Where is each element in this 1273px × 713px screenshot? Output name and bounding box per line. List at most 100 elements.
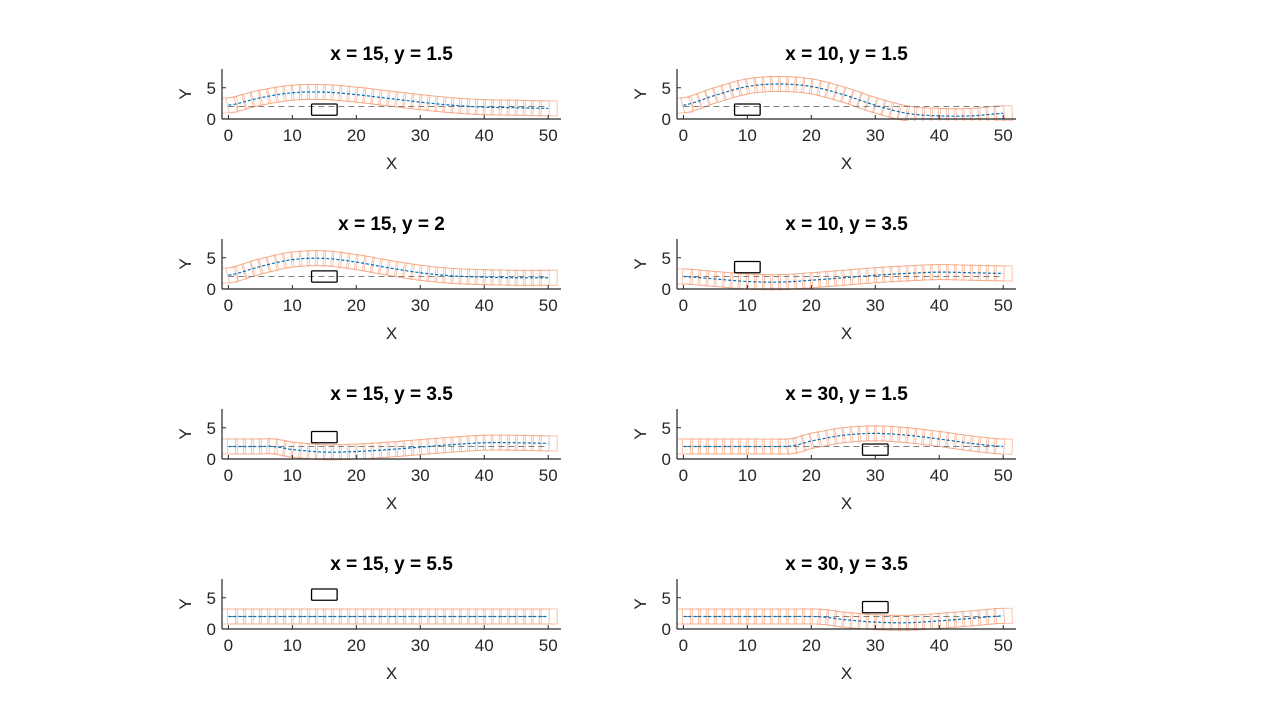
vehicle-footprint	[704, 84, 727, 106]
x-tick-label: 10	[283, 296, 302, 315]
x-tick-label: 20	[802, 636, 821, 655]
x-tick-label: 50	[994, 296, 1013, 315]
x-axis-label: X	[386, 324, 397, 343]
y-tick-label: 0	[207, 450, 216, 469]
vehicle-path	[683, 83, 1004, 117]
subplot-7: x = 15, y = 5.5 0 10 20 30 40 50 0 5 X Y	[176, 554, 561, 683]
vehicle-path	[228, 91, 549, 109]
x-tick-label: 20	[347, 126, 366, 145]
y-tick-label: 0	[662, 450, 671, 469]
x-tick-label: 40	[930, 636, 949, 655]
x-tick-label: 10	[738, 126, 757, 145]
vehicle-path	[683, 615, 1004, 624]
subplot-1: x = 15, y = 1.5 0 10 20 30 40 50 0 5 X Y	[176, 44, 561, 173]
x-tick-label: 20	[347, 466, 366, 485]
subplot-title: x = 15, y = 2	[338, 214, 445, 235]
x-tick-label: 40	[930, 296, 949, 315]
x-tick-label: 10	[283, 466, 302, 485]
vehicle-path	[228, 257, 549, 279]
x-tick-label: 50	[994, 636, 1013, 655]
vehicle-path	[228, 441, 549, 453]
x-tick-label: 20	[802, 296, 821, 315]
obstacle-box	[310, 103, 338, 116]
x-axis-label: X	[386, 154, 397, 173]
x-tick-label: 0	[679, 296, 688, 315]
plot-area	[677, 425, 1013, 455]
x-axis-label: X	[386, 664, 397, 683]
plot-area	[677, 607, 1013, 631]
x-tick-label: 0	[224, 126, 233, 145]
x-tick-label: 0	[224, 636, 233, 655]
x-tick-label: 50	[539, 126, 558, 145]
x-tick-label: 50	[994, 466, 1013, 485]
x-tick-label: 20	[802, 126, 821, 145]
y-tick-label: 0	[662, 280, 671, 299]
y-tick-label: 5	[207, 249, 216, 268]
x-tick-label: 10	[738, 296, 757, 315]
x-axis-label: X	[841, 154, 852, 173]
y-axis-label: Y	[176, 598, 195, 609]
plot-area	[222, 83, 558, 117]
x-tick-label: 30	[866, 636, 885, 655]
x-tick-label: 40	[475, 466, 494, 485]
subplot-title: x = 10, y = 1.5	[785, 44, 908, 65]
y-tick-label: 0	[662, 620, 671, 639]
x-tick-label: 30	[411, 636, 430, 655]
x-tick-label: 0	[224, 466, 233, 485]
x-tick-label: 20	[802, 466, 821, 485]
x-tick-label: 20	[347, 636, 366, 655]
y-axis-label: Y	[631, 598, 650, 609]
y-tick-label: 0	[662, 110, 671, 129]
x-tick-label: 10	[738, 636, 757, 655]
subplot-title: x = 15, y = 5.5	[330, 554, 453, 575]
x-tick-label: 30	[411, 126, 430, 145]
subplot-8: x = 30, y = 3.5 0 10 20 30 40 50 0 5 X Y	[631, 554, 1016, 683]
subplot-title: x = 15, y = 3.5	[330, 384, 453, 405]
y-tick-label: 5	[662, 589, 671, 608]
vehicle-path	[683, 432, 1004, 448]
y-tick-label: 5	[662, 249, 671, 268]
y-tick-label: 5	[207, 79, 216, 98]
x-tick-label: 10	[283, 636, 302, 655]
subplot-6: x = 30, y = 1.5 0 10 20 30 40 50 0 5 X Y	[631, 384, 1016, 513]
x-tick-label: 30	[411, 296, 430, 315]
vehicle-path	[683, 271, 1004, 283]
plot-area	[222, 250, 558, 286]
x-tick-label: 10	[738, 466, 757, 485]
obstacle-box	[733, 260, 761, 274]
y-tick-label: 0	[207, 280, 216, 299]
x-tick-label: 40	[475, 126, 494, 145]
y-tick-label: 5	[662, 79, 671, 98]
subplot-title: x = 10, y = 3.5	[785, 214, 908, 235]
x-tick-label: 20	[347, 296, 366, 315]
subplot-title: x = 30, y = 3.5	[785, 554, 908, 575]
x-axis-label: X	[386, 494, 397, 513]
vehicle-footprints	[677, 425, 1013, 455]
y-tick-label: 5	[207, 589, 216, 608]
x-tick-label: 40	[930, 466, 949, 485]
x-tick-label: 50	[539, 466, 558, 485]
y-axis-label: Y	[176, 258, 195, 269]
x-tick-label: 30	[866, 126, 885, 145]
y-tick-label: 5	[207, 419, 216, 438]
y-axis-label: Y	[176, 88, 195, 99]
y-tick-label: 0	[207, 110, 216, 129]
x-tick-label: 0	[224, 296, 233, 315]
x-tick-label: 40	[475, 296, 494, 315]
subplot-3: x = 15, y = 2 0 10 20 30 40 50 0 5 X Y	[176, 214, 561, 343]
x-tick-label: 0	[679, 466, 688, 485]
x-tick-label: 30	[411, 466, 430, 485]
obstacle-box	[310, 270, 338, 283]
y-tick-label: 0	[207, 620, 216, 639]
vehicle-footprints	[222, 434, 558, 461]
obstacle-box	[310, 588, 338, 601]
subplot-2: x = 10, y = 1.5 0 10 20 30 40 50 0 5 X Y	[631, 44, 1016, 173]
y-axis-label: Y	[631, 258, 650, 269]
subplot-4: x = 10, y = 3.5 0 10 20 30 40 50 0 5 X Y	[631, 214, 1016, 343]
x-tick-label: 50	[539, 636, 558, 655]
plot-area	[677, 75, 1013, 121]
subplot-title: x = 30, y = 1.5	[785, 384, 908, 405]
x-tick-label: 50	[539, 296, 558, 315]
obstacle-box	[861, 443, 889, 456]
